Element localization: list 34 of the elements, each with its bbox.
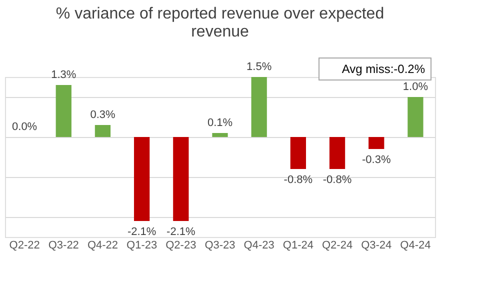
data-label: -0.8%	[322, 174, 352, 186]
x-tick-label: Q4-24	[400, 240, 431, 252]
x-tick-label: Q4-22	[87, 240, 118, 252]
bar	[251, 77, 267, 137]
bar	[56, 85, 72, 137]
data-label: 1.5%	[246, 61, 272, 73]
x-tick-label: Q1-24	[282, 240, 314, 252]
x-tick-label: Q4-23	[244, 240, 274, 252]
x-tick-label: Q2-22	[9, 240, 40, 252]
chart-title: % variance of reported revenue over expected revenue	[56, 6, 384, 40]
bar	[134, 137, 150, 221]
text: Avg miss:-0.2%	[342, 62, 426, 76]
x-tick-label: Q1-23	[126, 240, 158, 252]
data-label: -2.1%	[127, 226, 156, 238]
bar	[368, 137, 384, 149]
bar	[212, 133, 228, 137]
data-label: 1.0%	[402, 81, 428, 93]
x-tick-label: Q3-23	[204, 240, 236, 252]
data-label: 0.3%	[90, 109, 116, 121]
data-label: 1.3%	[51, 69, 76, 81]
bar	[173, 137, 189, 221]
data-label: -0.3%	[362, 154, 391, 166]
data-label: -2.1%	[166, 226, 196, 238]
x-tick-label: Q2-23	[166, 240, 196, 252]
data-label: -0.8%	[284, 174, 313, 186]
x-tick-label: Q3-24	[361, 240, 392, 252]
data-label: 0.1%	[207, 117, 233, 129]
x-tick-label: Q2-24	[322, 240, 353, 252]
data-label: 0.0%	[12, 121, 38, 133]
bar	[408, 97, 424, 137]
x-tick-label: Q3-22	[48, 240, 79, 252]
bar	[94, 125, 111, 137]
bar	[329, 137, 346, 169]
bar	[290, 137, 306, 169]
